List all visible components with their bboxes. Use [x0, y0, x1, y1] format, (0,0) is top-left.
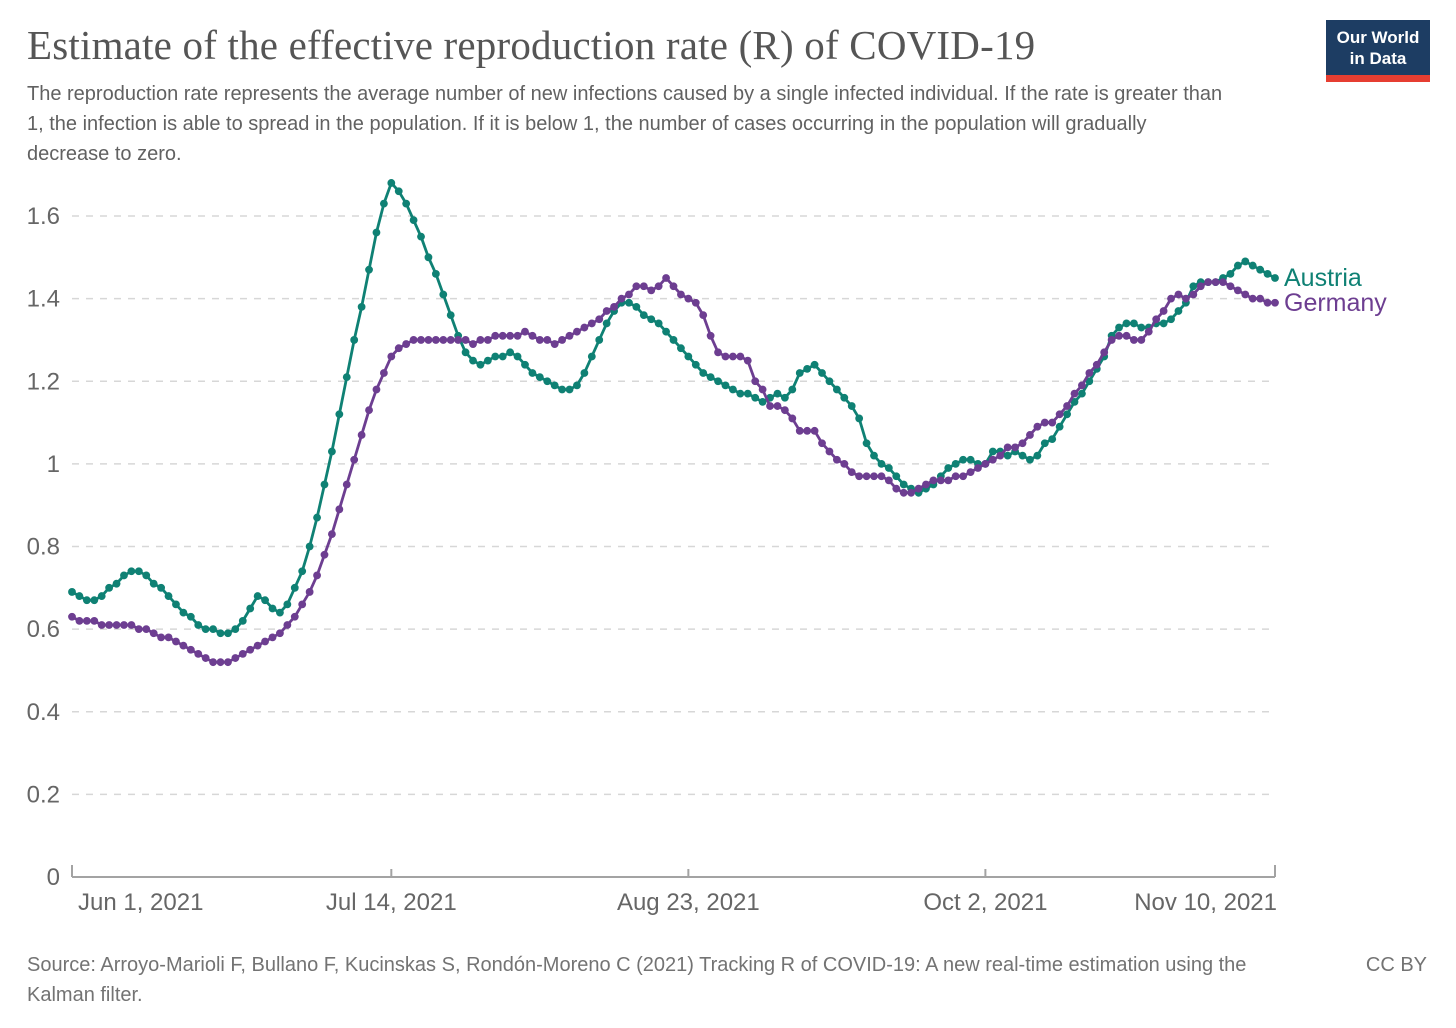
svg-text:1: 1 — [47, 451, 60, 478]
chart-footer: Source: Arroyo-Marioli F, Bullano F, Kuc… — [27, 950, 1429, 1010]
legend-label-germany[interactable]: Germany — [1284, 289, 1387, 317]
owid-logo-red-bar — [1326, 75, 1430, 82]
owid-logo[interactable]: Our World in Data — [1326, 20, 1430, 82]
chart-subtitle: The reproduction rate represents the ave… — [27, 83, 1223, 165]
svg-text:1.6: 1.6 — [27, 203, 60, 230]
x-axis — [71, 865, 1276, 878]
y-axis-labels: 0 0.2 0.4 0.6 0.8 1 1.2 1.4 1.6 — [27, 203, 60, 891]
owid-logo-line1: Our World — [1336, 28, 1420, 47]
owid-logo-text: Our World in Data — [1326, 20, 1430, 75]
svg-text:0.2: 0.2 — [27, 781, 60, 808]
license-cc-by[interactable]: CC BY — [1365, 954, 1427, 976]
series-line-austria — [68, 179, 1279, 638]
x-axis-labels: Jun 1, 2021 Jul 14, 2021 Aug 23, 2021 Oct 2… — [78, 889, 1277, 916]
svg-text:0.8: 0.8 — [27, 534, 60, 561]
svg-text:0.4: 0.4 — [27, 699, 60, 726]
svg-text:Oct 2, 2021: Oct 2, 2021 — [923, 889, 1047, 916]
series-line-germany — [68, 274, 1279, 667]
svg-text:0.6: 0.6 — [27, 616, 60, 643]
chart-header: Estimate of the effective reproduction r… — [27, 0, 1317, 169]
svg-text:0: 0 — [47, 864, 60, 891]
svg-text:Nov 10, 2021: Nov 10, 2021 — [1134, 889, 1277, 916]
y-gridlines — [72, 215, 1275, 796]
svg-text:Jun 1, 2021: Jun 1, 2021 — [78, 889, 203, 916]
svg-text:1.2: 1.2 — [27, 368, 60, 395]
source-text: Source: Arroyo-Marioli F, Bullano F, Kuc… — [27, 954, 1247, 1006]
svg-text:Aug 23, 2021: Aug 23, 2021 — [617, 889, 760, 916]
owid-logo-line2: in Data — [1349, 49, 1407, 68]
svg-text:Jul 14, 2021: Jul 14, 2021 — [326, 889, 457, 916]
svg-text:1.4: 1.4 — [27, 286, 60, 313]
chart-title: Estimate of the effective reproduction r… — [27, 22, 1036, 68]
legend-label-austria[interactable]: Austria — [1284, 264, 1362, 292]
